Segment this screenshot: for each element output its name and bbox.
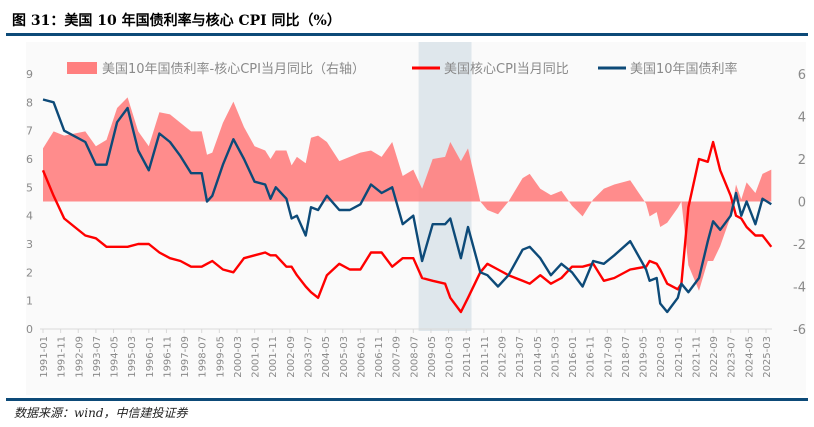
left-axis-tick-label: 1	[26, 295, 33, 308]
x-axis-tick-label: 1999-05	[215, 336, 226, 378]
right-axis-tick-label: -4	[793, 281, 806, 296]
x-axis-tick-label: 2004-05	[321, 336, 332, 378]
x-axis-tick-label: 2011-01	[462, 336, 473, 378]
right-axis-tick-label: -2	[793, 238, 806, 253]
x-axis-tick-label: 2025-03	[762, 336, 773, 378]
x-axis-tick-label: 2009-05	[427, 336, 438, 378]
x-axis-tick-label: 2016-11	[586, 336, 597, 378]
x-axis-tick-label: 2016-01	[568, 336, 579, 378]
series-area-spread	[43, 97, 772, 291]
x-axis-tick-label: 2015-03	[550, 336, 561, 378]
x-axis-tick-label: 2008-07	[409, 336, 420, 378]
x-axis-tick-label: 2005-03	[339, 336, 350, 378]
x-axis-tick-label: 2013-07	[515, 336, 526, 378]
x-axis-tick-label: 2011-11	[480, 336, 491, 378]
left-axis-tick-label: 7	[26, 125, 33, 138]
chart: 0 1 2 3 4 5 6 7 8 9 -6 -4 -2 0 2 4 6 1991-01 1991-11 1992-0…	[26, 42, 806, 395]
left-axis-tick-label: 6	[26, 153, 33, 166]
x-axis-tick-label: 2021-11	[691, 336, 702, 378]
x-axis-tick-label: 2007-09	[392, 336, 403, 378]
legend-label-10y-yield: 美国10年国债利率	[630, 61, 738, 77]
left-axis-tick-label: 2	[26, 266, 33, 279]
x-axis-tick-label: 2020-03	[656, 336, 667, 378]
right-axis-tick-label: 2	[798, 153, 806, 168]
x-axis-tick-label: 2018-07	[621, 336, 632, 378]
source-note: 数据来源：wind，中信建投证券	[14, 406, 188, 420]
x-axis-tick-label: 1998-07	[198, 336, 209, 378]
x-axis-tick-label: 2000-03	[233, 336, 244, 378]
left-axis-tick-label: 9	[26, 68, 33, 81]
x-axis-tick-label: 2024-05	[744, 336, 755, 378]
left-axis-tick-label: 8	[26, 96, 33, 109]
x-axis-tick-label: 1993-07	[92, 336, 103, 378]
legend-label-spread: 美国10年国债利率-核心CPI当月同比（右轴）	[102, 61, 365, 77]
x-axis-tick-label: 2001-11	[268, 336, 279, 378]
x-axis-tick-label: 1992-09	[74, 336, 85, 378]
x-axis-tick-label: 2012-09	[497, 336, 508, 378]
x-axis-tick-label: 2006-01	[356, 336, 367, 378]
x-axis-tick-label: 2022-09	[709, 336, 720, 378]
right-axis-tick-label: 6	[798, 68, 806, 83]
figure-title: 图 31：美国 10 年国债利率与核心 CPI 同比（%）	[12, 13, 341, 29]
x-axis-tick-label: 2019-05	[639, 336, 650, 378]
x-axis-tick-label: 1991-11	[57, 336, 68, 378]
x-axis-tick-label: 2023-07	[727, 336, 738, 378]
left-axis-tick-label: 3	[26, 238, 33, 251]
x-axis-tick-label: 1996-01	[145, 336, 156, 378]
x-axis-tick-label: 1996-11	[162, 336, 173, 378]
left-axis-tick-label: 4	[26, 210, 33, 223]
series-line-core-cpi	[41, 140, 773, 314]
x-axis-tick-label: 2002-09	[286, 336, 297, 378]
legend-swatch-spread	[67, 62, 97, 74]
legend-label-core-cpi: 美国核心CPI当月同比	[444, 62, 569, 77]
x-axis-tick-label: 1994-05	[110, 336, 121, 378]
legend: 美国10年国债利率-核心CPI当月同比（右轴） 美国核心CPI当月同比 美国10…	[67, 61, 738, 77]
title-divider	[6, 33, 808, 36]
x-axis-tick-label: 1997-09	[180, 336, 191, 378]
footer-divider	[6, 398, 808, 401]
x-axis-tick-label: 1995-03	[127, 336, 138, 378]
chart-background	[26, 42, 806, 395]
x-axis-tick-label: 2021-01	[674, 336, 685, 378]
x-axis-tick-label: 2001-01	[251, 336, 262, 378]
x-axis-tick-label: 2017-09	[603, 336, 614, 378]
x-axis-tick-label: 2006-11	[374, 336, 385, 378]
x-axis-tick-label: 2014-05	[533, 336, 544, 378]
right-axis-tick-label: 4	[798, 111, 806, 126]
right-axis-tick-label: -6	[793, 323, 806, 338]
series-line-10y-yield	[42, 98, 772, 314]
x-axis-tick-label: 2010-03	[445, 336, 456, 378]
x-axis-tick-label: 2003-07	[304, 336, 315, 378]
x-axis-tick-label: 1991-01	[39, 336, 50, 378]
left-axis-tick-label: 5	[26, 181, 33, 194]
left-axis-tick-label: 0	[26, 323, 33, 336]
right-axis-tick-label: 0	[798, 196, 806, 211]
